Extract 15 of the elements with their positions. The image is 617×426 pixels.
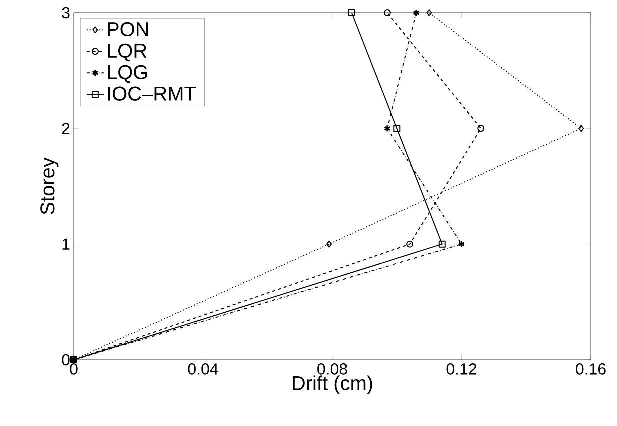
x-tick-label: 0.16	[576, 364, 606, 375]
x-tick-label: 0.08	[318, 364, 348, 375]
x-axis-title: Drift (cm)	[293, 376, 372, 394]
legend-label: LQG	[108, 65, 148, 84]
y-tick-label: 2	[62, 123, 70, 134]
y-tick-label: 0	[62, 354, 70, 366]
y-axis-title: Storey	[40, 158, 59, 214]
x-tick-label: 0.04	[188, 364, 218, 375]
legend-label: IOC–RMT	[108, 86, 196, 101]
legend-label: LQR	[108, 44, 147, 62]
y-tick-label: 3	[62, 7, 70, 19]
legend-label: PON	[108, 22, 148, 37]
x-tick-label: 0	[70, 364, 78, 375]
y-tick-label: 1	[62, 238, 70, 250]
x-tick-label: 0.12	[446, 364, 477, 375]
